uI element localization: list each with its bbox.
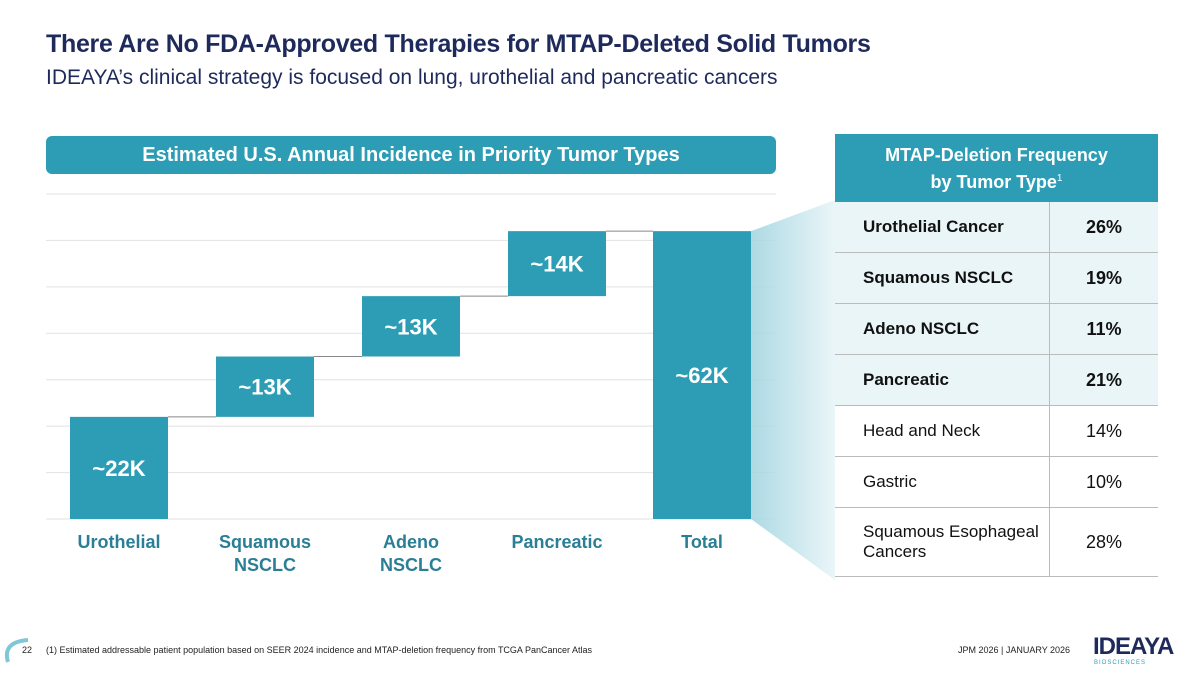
data-label: ~22K <box>92 456 145 481</box>
event-label: JPM 2026 | JANUARY 2026 <box>958 645 1071 655</box>
page-subtitle: IDEAYA’s clinical strategy is focused on… <box>46 66 778 89</box>
table-row: Gastric 10% <box>835 457 1158 508</box>
table-header: MTAP-Deletion Frequency by Tumor Type1 <box>835 134 1158 202</box>
category-label: Total <box>681 532 723 552</box>
tumor-type: Urothelial Cancer <box>835 202 1050 252</box>
page-number: 22 <box>22 645 33 655</box>
page-title: There Are No FDA-Approved Therapies for … <box>46 30 871 58</box>
table-row: Squamous Esophageal Cancers 28% <box>835 508 1158 577</box>
tumor-type: Pancreatic <box>835 355 1050 405</box>
table-row: Head and Neck 14% <box>835 406 1158 457</box>
table-row: Squamous NSCLC 19% <box>835 253 1158 304</box>
category-label: Pancreatic <box>511 532 602 552</box>
mtap-frequency-table: MTAP-Deletion Frequency by Tumor Type1 U… <box>835 134 1158 577</box>
bar-4 <box>653 231 751 519</box>
logo-swoosh-icon <box>5 638 29 663</box>
category-label: Urothelial <box>77 532 160 552</box>
tumor-type: Squamous NSCLC <box>835 253 1050 303</box>
table-row: Pancreatic 21% <box>835 355 1158 406</box>
table-row: Urothelial Cancer 26% <box>835 202 1158 253</box>
deletion-frequency: 11% <box>1086 318 1122 339</box>
deletion-frequency: 28% <box>1085 531 1123 552</box>
bar-3 <box>508 231 606 297</box>
deletion-frequency: 26% <box>1085 216 1123 237</box>
data-label: ~13K <box>238 375 291 400</box>
bar-0 <box>70 416 168 519</box>
footnote-marker: 1 <box>1056 172 1063 184</box>
category-label: NSCLC <box>380 555 442 575</box>
data-label: ~14K <box>530 252 583 277</box>
ideaya-logo: IDEAYA <box>1093 633 1174 660</box>
bar-1 <box>216 356 314 417</box>
data-label: ~62K <box>675 363 728 388</box>
table-row: Adeno NSCLC 11% <box>835 304 1158 355</box>
category-label: NSCLC <box>234 555 296 575</box>
deletion-frequency: 10% <box>1085 471 1123 492</box>
deletion-frequency: 19% <box>1085 267 1123 288</box>
zoom-fan <box>751 200 835 580</box>
data-label: ~13K <box>384 314 437 339</box>
bar-2 <box>362 296 460 357</box>
table-header-line1: MTAP-Deletion Frequency <box>885 144 1108 165</box>
table-header-line2: by Tumor Type <box>930 171 1057 192</box>
chart-title: Estimated U.S. Annual Incidence in Prior… <box>46 136 776 174</box>
category-label: Adeno <box>383 532 439 552</box>
tumor-type: Adeno NSCLC <box>835 304 1050 354</box>
footnote: (1) Estimated addressable patient popula… <box>46 645 592 655</box>
tumor-type: Squamous Esophageal Cancers <box>835 508 1050 576</box>
category-label: Squamous <box>219 532 311 552</box>
tumor-type: Gastric <box>835 457 1050 507</box>
deletion-frequency: 21% <box>1085 369 1123 390</box>
deletion-frequency: 14% <box>1085 420 1123 441</box>
tumor-type: Head and Neck <box>835 406 1050 456</box>
ideaya-logo-sub: BIOSCIENCES <box>1094 660 1147 666</box>
